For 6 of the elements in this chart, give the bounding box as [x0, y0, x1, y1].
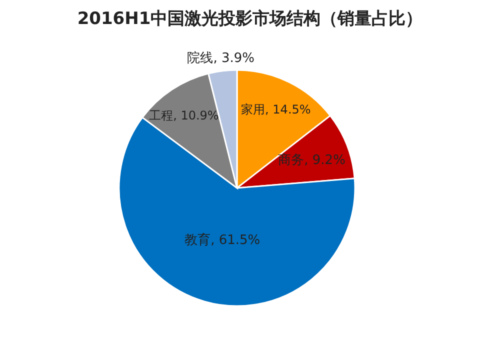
院线: 院线, 3.9%: [187, 51, 255, 66]
工程: 工程, 10.9%: [149, 108, 219, 122]
家用: 家用, 14.5%: [241, 102, 311, 117]
教育: 教育, 61.5%: [184, 233, 260, 248]
chart-title: 2016H1中国激光投影市场结构（销量占比）: [77, 9, 423, 29]
商务: 商务, 9.2%: [278, 152, 346, 168]
